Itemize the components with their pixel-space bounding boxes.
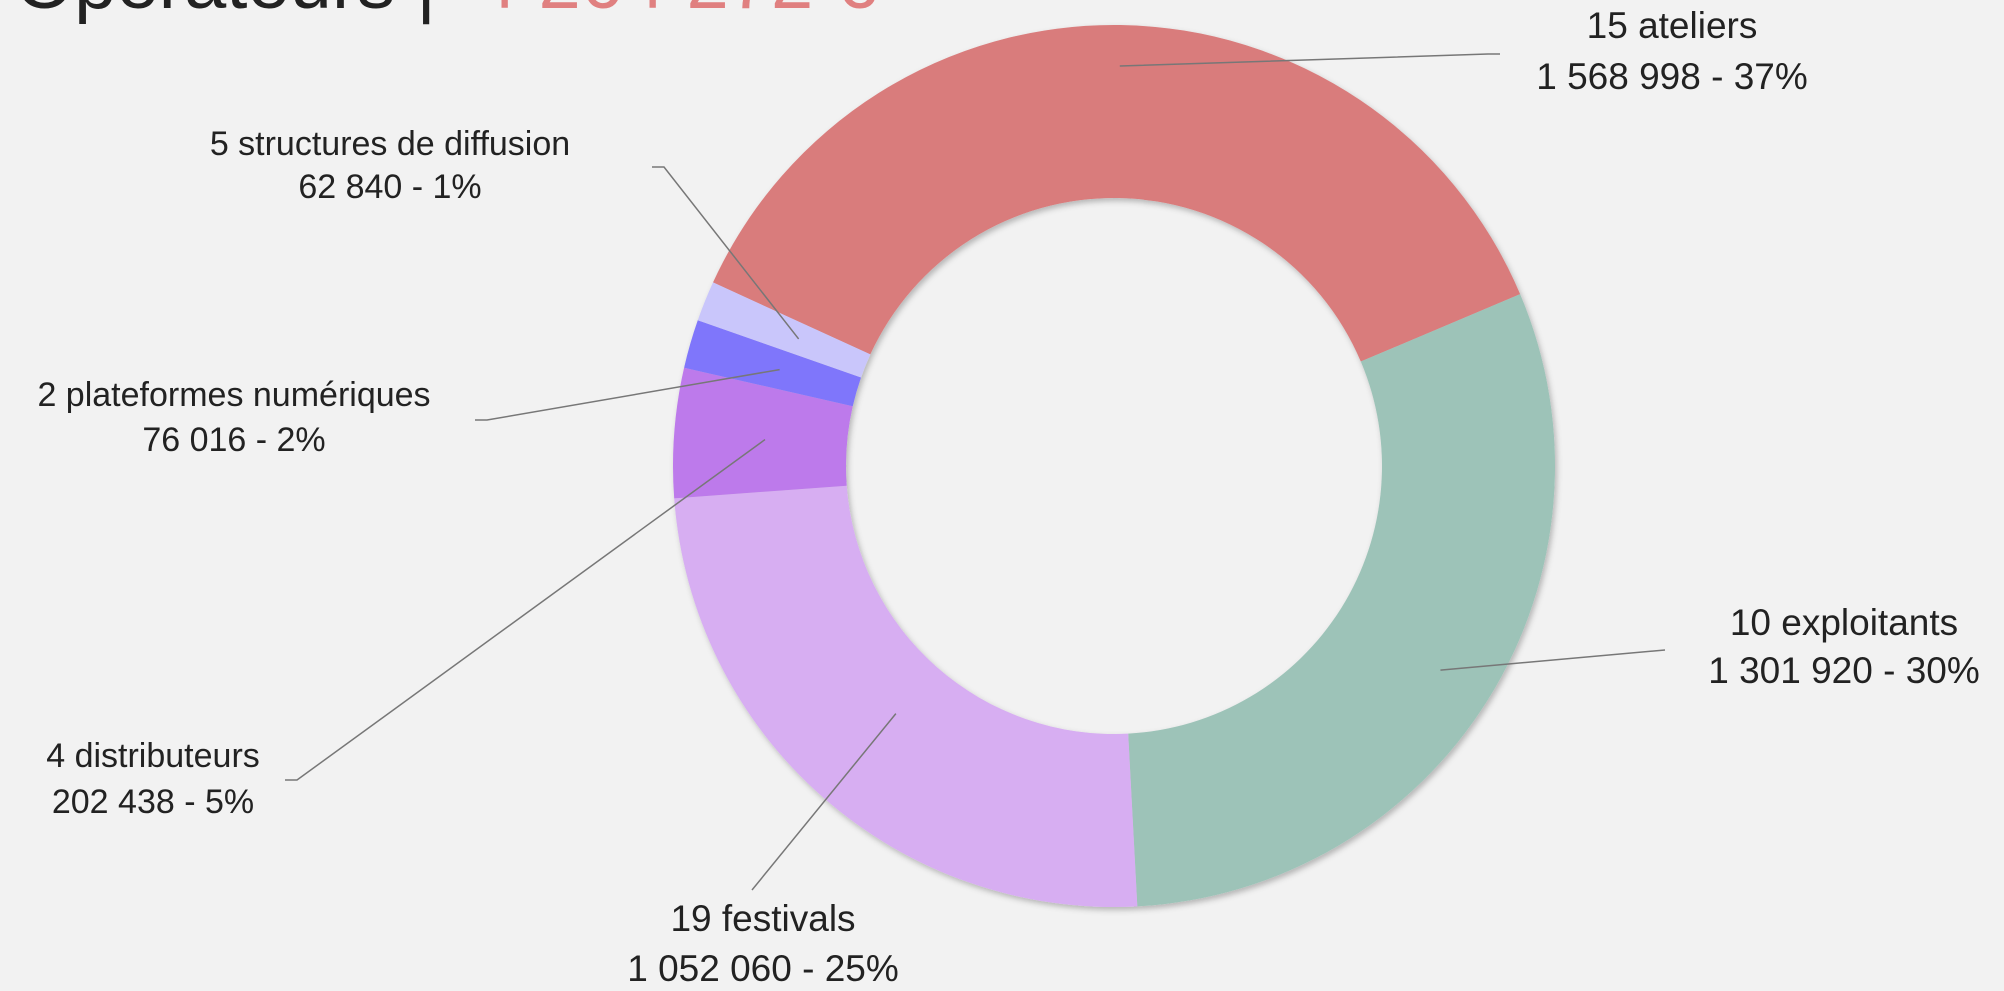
donut-slice (674, 485, 1138, 907)
donut-slice (697, 282, 871, 378)
donut (673, 24, 1555, 907)
leader-line (1440, 649, 1666, 671)
leader-line (285, 438, 766, 781)
leader-line (751, 713, 897, 891)
slice-label: 10 exploitants (1730, 602, 1958, 643)
donut-slice (1128, 294, 1555, 907)
leader-line (652, 166, 800, 340)
leader-line (1119, 53, 1500, 67)
slice-label: 15 ateliers (1587, 5, 1758, 46)
slice-value-label: 1 052 060 - 25% (627, 948, 899, 989)
slice-value-label: 76 016 - 2% (142, 421, 325, 459)
chart-title: Opérateurs | (15, 0, 436, 25)
leader-line (475, 368, 780, 421)
donut-slice (684, 320, 862, 407)
slice-value-label: 1 568 998 - 37% (1536, 56, 1808, 97)
slice-label: 2 plateformes numériques (37, 376, 430, 414)
slice-label: 5 structures de diffusion (210, 125, 570, 163)
slice-value-label: 62 840 - 1% (298, 168, 481, 206)
chart-title-group: Opérateurs | 4 264 272 € (15, 0, 877, 25)
donut-slice (673, 367, 853, 499)
slice-label: 19 festivals (670, 898, 855, 939)
slice-value-label: 1 301 920 - 30% (1708, 650, 1980, 691)
slice-label: 4 distributeurs (46, 737, 260, 775)
donut-slice (713, 24, 1521, 362)
slice-value-label: 202 438 - 5% (52, 783, 254, 821)
chart-total: 4 264 272 € (475, 0, 877, 25)
